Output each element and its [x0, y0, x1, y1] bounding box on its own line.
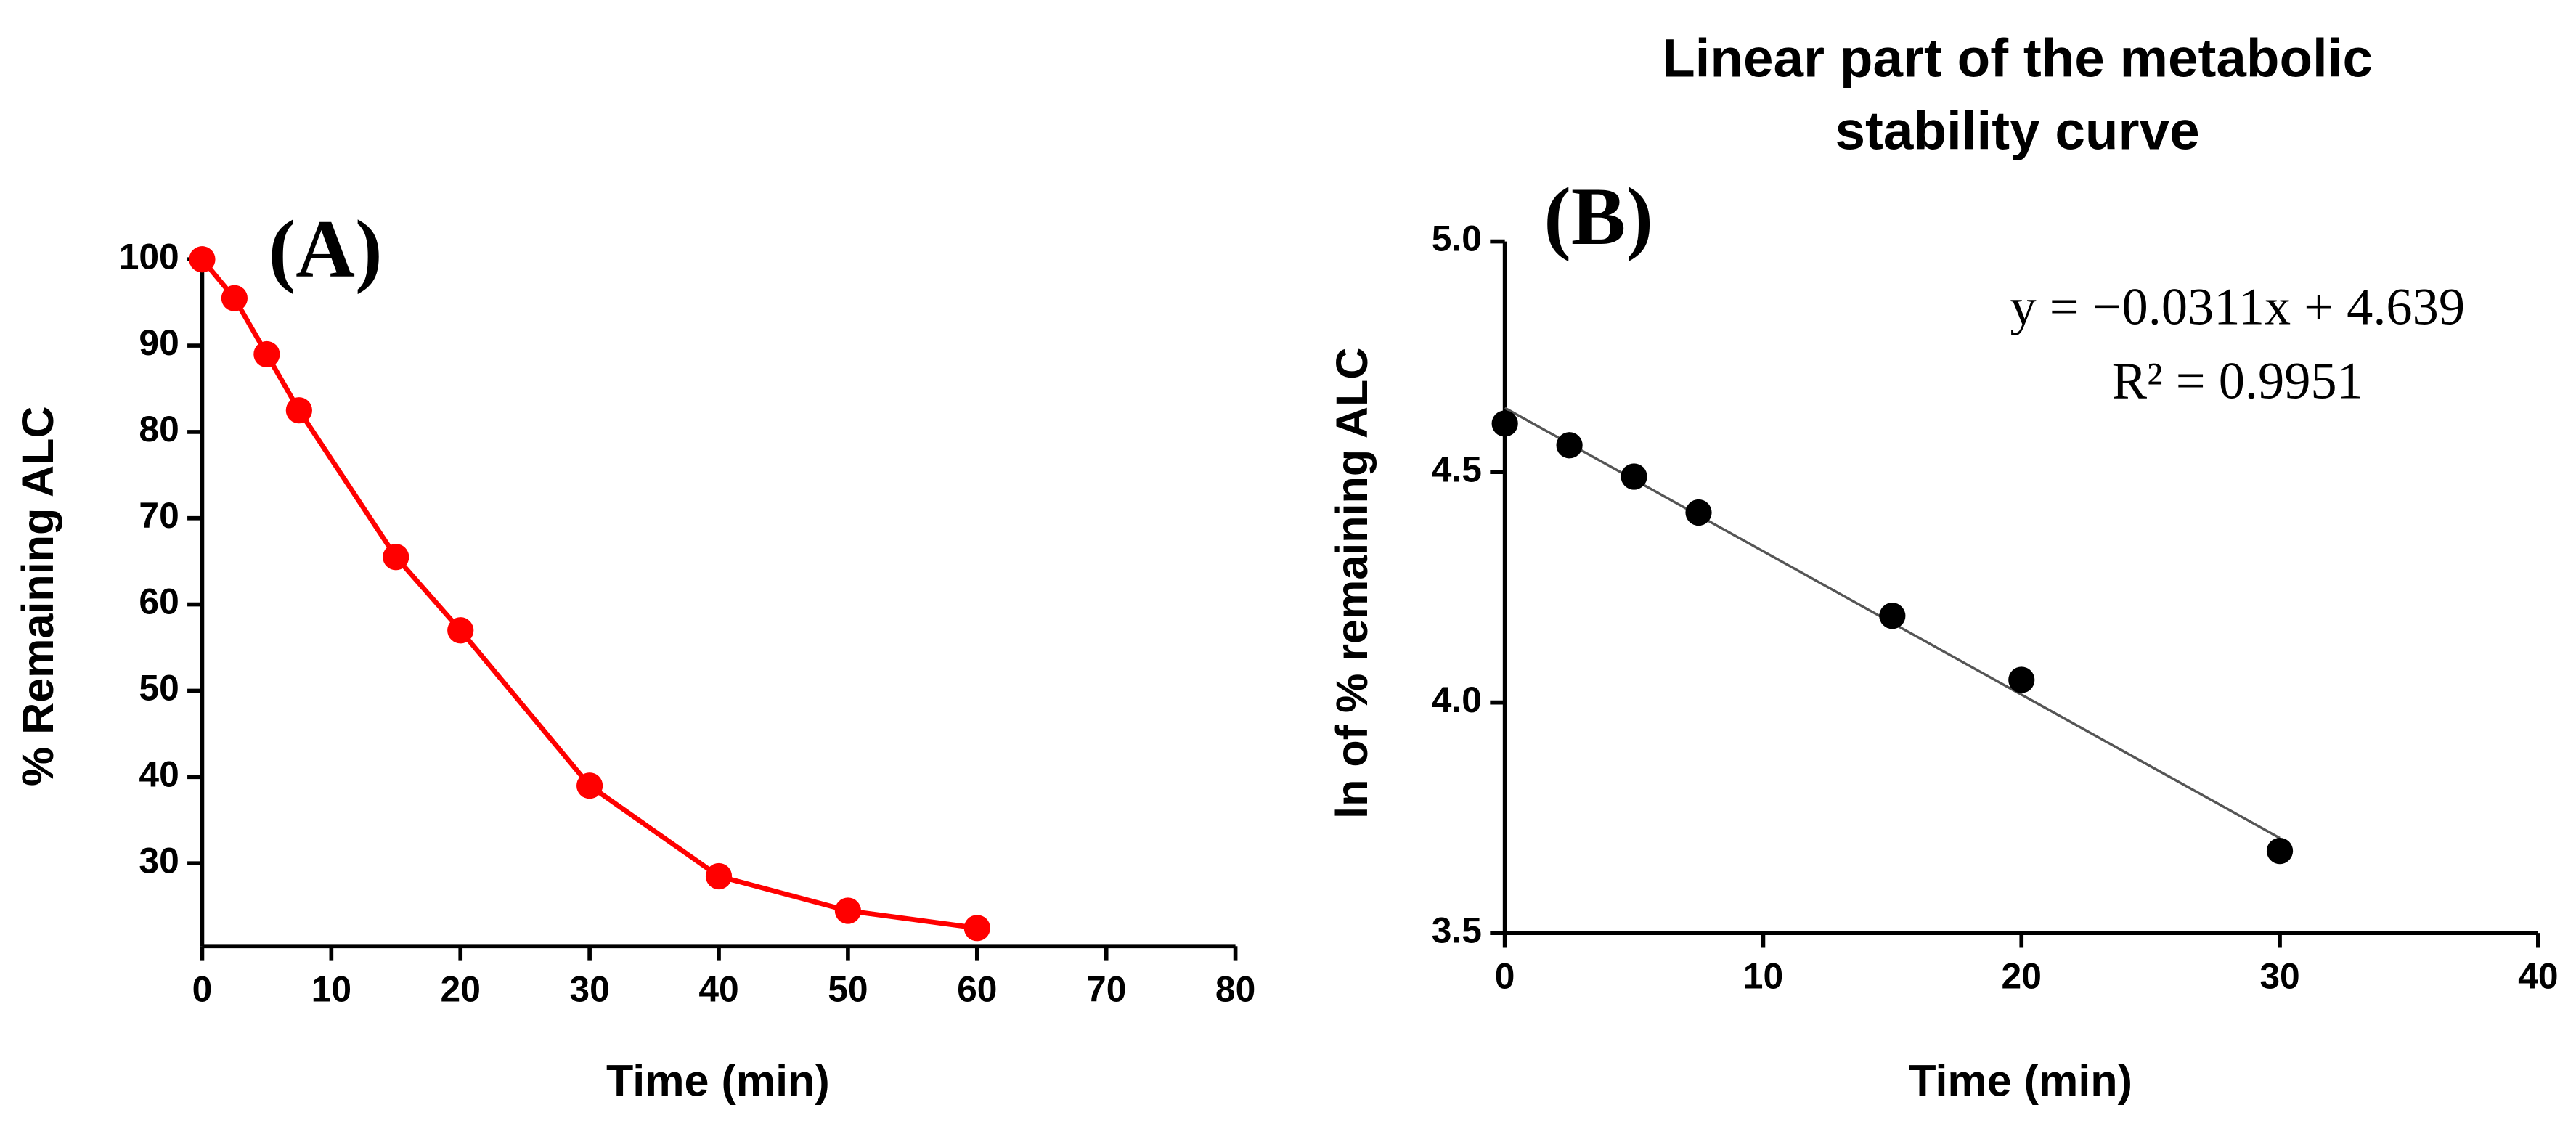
x-tick-label: 40 — [2518, 956, 2558, 997]
data-point — [285, 397, 312, 424]
y-tick-label: 3.5 — [1432, 910, 1482, 950]
x-tick-label: 0 — [1495, 956, 1515, 997]
x-tick-label: 50 — [828, 969, 868, 1010]
panel-label: (B) — [1544, 171, 1653, 262]
data-point — [963, 915, 990, 942]
x-tick-label: 60 — [957, 969, 997, 1010]
x-tick-label: 30 — [569, 969, 609, 1010]
y-tick-label: 80 — [139, 409, 179, 449]
data-point — [2008, 666, 2035, 693]
data-point — [447, 617, 474, 644]
x-tick-label: 0 — [192, 969, 213, 1010]
y-tick-label: 30 — [139, 840, 179, 881]
trendline-equation: y = −0.0311x + 4.639 — [2010, 277, 2466, 335]
data-point — [221, 285, 248, 311]
data-point — [1556, 432, 1583, 459]
data-point — [1685, 499, 1712, 526]
data-point — [253, 340, 280, 368]
x-tick-label: 70 — [1086, 969, 1126, 1010]
x-tick-label: 20 — [2002, 956, 2042, 997]
y-tick-label: 60 — [139, 582, 179, 622]
x-tick-label: 30 — [2259, 956, 2299, 997]
y-tick-label: 70 — [139, 495, 179, 536]
y-tick-label: 4.0 — [1432, 680, 1482, 720]
y-tick-label: 4.5 — [1432, 449, 1482, 489]
chart-title: stability curve — [1835, 99, 2200, 160]
y-axis-label: % Remaining ALC — [13, 406, 62, 786]
data-point — [2266, 838, 2294, 865]
panel-label: (A) — [269, 204, 383, 295]
x-tick-label: 10 — [311, 969, 351, 1010]
chart-title: Linear part of the metabolic — [1662, 28, 2373, 89]
data-point — [189, 246, 216, 273]
data-point — [1621, 463, 1647, 490]
x-tick-label: 80 — [1215, 969, 1255, 1010]
trendline-r2: R² = 0.9951 — [2112, 351, 2363, 409]
data-point — [576, 772, 603, 799]
x-tick-label: 40 — [698, 969, 738, 1010]
data-point — [1491, 410, 1518, 437]
data-point — [383, 544, 409, 571]
y-tick-label: 40 — [139, 754, 179, 794]
data-line — [200, 258, 978, 931]
x-tick-label: 20 — [441, 969, 481, 1010]
y-tick-label: 5.0 — [1432, 219, 1482, 259]
y-tick-label: 50 — [139, 668, 179, 709]
y-tick-label: 90 — [139, 322, 179, 363]
y-axis-label: ln of % remaining ALC — [1327, 348, 1377, 819]
x-tick-label: 10 — [1743, 956, 1783, 997]
x-axis-label: Time (min) — [606, 1056, 830, 1105]
x-axis-label: Time (min) — [1909, 1056, 2132, 1105]
data-point — [705, 862, 733, 890]
y-tick-label: 100 — [119, 236, 179, 277]
data-point — [834, 897, 862, 924]
data-point — [1879, 603, 1906, 629]
